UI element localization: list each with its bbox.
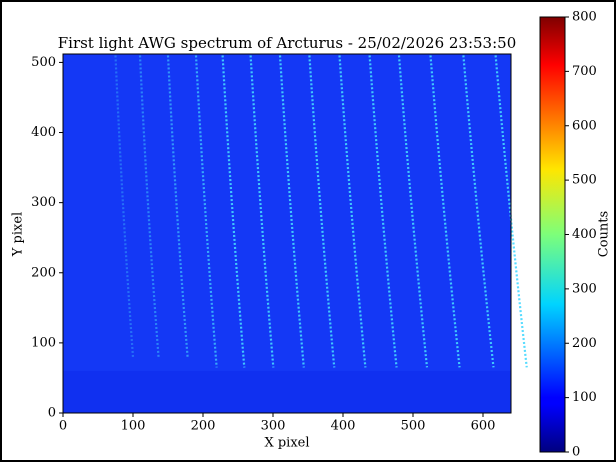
spectral-order (278, 55, 305, 368)
colorbar (539, 16, 566, 453)
x-tick-label: 600 (471, 419, 496, 434)
y-tick-label: 100 (31, 335, 56, 350)
colorbar-tick-label: 200 (572, 336, 597, 351)
spectral-order (138, 55, 160, 357)
x-tick-label: 500 (401, 419, 426, 434)
spectral-order (494, 55, 528, 368)
y-tick-label: 200 (31, 265, 56, 280)
spectral-order (166, 55, 189, 357)
colorbar-tick-label: 600 (572, 118, 597, 133)
x-tick-label: 300 (261, 419, 286, 434)
spectral-order (308, 55, 336, 368)
spectral-order (368, 55, 398, 368)
spectral-order (249, 55, 275, 368)
spectral-order (397, 55, 429, 368)
y-tick-label: 500 (31, 55, 56, 70)
x-tick-label: 200 (191, 419, 216, 434)
y-tick-label: 400 (31, 125, 56, 140)
plot-frame (62, 53, 512, 414)
spectral-order (462, 55, 495, 368)
colorbar-tick-label: 0 (572, 445, 580, 460)
image (63, 54, 511, 413)
x-tick-label: 400 (331, 419, 356, 434)
x-axis-label: X pixel (264, 436, 309, 451)
colorbar-tick-label: 400 (572, 227, 597, 242)
spectral-order (194, 55, 218, 368)
y-axis-label: Y pixel (11, 212, 26, 257)
colorbar-tick-label: 500 (572, 173, 597, 188)
chart-title: First light AWG spectrum of Arcturus - 2… (58, 34, 517, 52)
colorbar-tick-label: 700 (572, 64, 597, 79)
spectral-order (429, 55, 461, 368)
colorbar-label: Counts (597, 211, 612, 257)
image-band (63, 370, 511, 413)
x-tick-label: 0 (59, 419, 67, 434)
colorbar-tick-label: 300 (572, 281, 597, 296)
colorbar-tick-label: 800 (572, 10, 597, 25)
y-tick-label: 300 (31, 195, 56, 210)
x-tick-label: 100 (121, 419, 146, 434)
colorbar-tick-label: 100 (572, 390, 597, 405)
y-tick-label: 0 (48, 406, 56, 421)
spectral-order (338, 55, 367, 368)
spectral-order (114, 55, 135, 357)
spectral-order (221, 55, 246, 368)
